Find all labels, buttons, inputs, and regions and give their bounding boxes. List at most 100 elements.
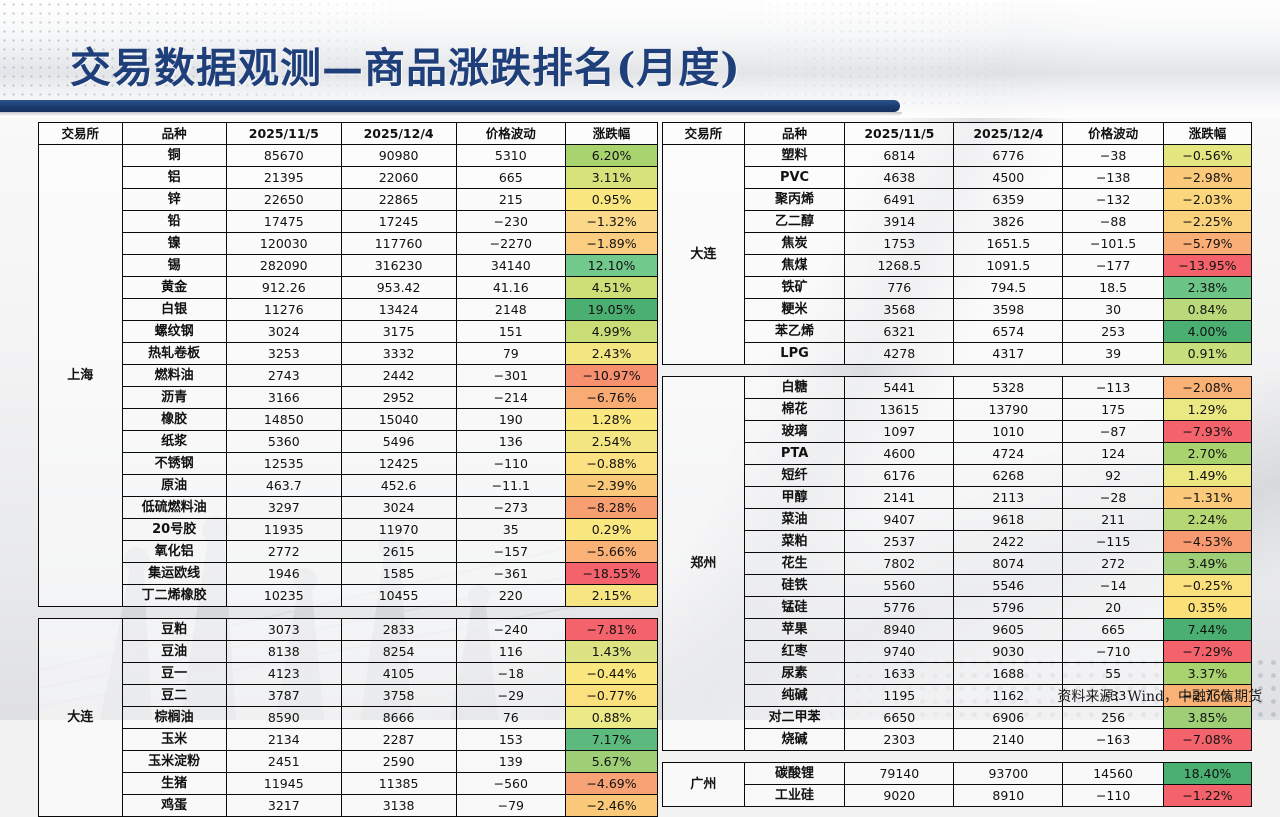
table-row[interactable]: 玉米 2134 2287 153 7.17% <box>39 728 658 751</box>
table-row[interactable]: 锰硅 5776 5796 20 0.35% <box>663 596 1253 619</box>
price-change-cell: 139 <box>455 750 567 773</box>
price-date1-cell: 1946 <box>225 562 342 585</box>
table-row[interactable]: 菜粕 2537 2422 −115 −4.53% <box>663 530 1253 553</box>
price-change-cell: −710 <box>1062 640 1164 663</box>
table-row[interactable]: 红枣 9740 9030 −710 −7.29% <box>663 640 1253 663</box>
group-spacer-row <box>39 607 658 619</box>
table-row[interactable]: 黄金 912.26 953.42 41.16 4.51% <box>39 276 658 299</box>
pct-change-cell: −1.31% <box>1162 486 1253 509</box>
table-row[interactable]: 花生 7802 8074 272 3.49% <box>663 552 1253 575</box>
pct-change-cell: 3.85% <box>1162 706 1253 729</box>
pct-change-cell: −5.79% <box>1162 232 1253 255</box>
price-change-cell: −101.5 <box>1062 232 1164 255</box>
price-date2-cell: 9030 <box>953 640 1064 663</box>
table-row[interactable]: 广州 碳酸锂 79140 93700 14560 18.40% <box>662 762 1253 807</box>
table-row[interactable]: 白银 11276 13424 2148 19.05% <box>39 298 658 321</box>
table-row[interactable]: 集运欧线 1946 1585 −361 −18.55% <box>39 562 658 585</box>
table-row[interactable]: 甲醇 2141 2113 −28 −1.31% <box>663 486 1253 509</box>
variety-name-cell: 焦炭 <box>743 232 846 255</box>
price-change-cell: 253 <box>1062 320 1164 343</box>
table-row[interactable]: LPG 4278 4317 39 0.91% <box>663 342 1253 365</box>
table-row[interactable]: 短纤 6176 6268 92 1.49% <box>663 464 1253 487</box>
variety-name-cell: 锰硅 <box>743 596 846 619</box>
table-row[interactable]: 铁矿 776 794.5 18.5 2.38% <box>663 276 1253 299</box>
pct-change-cell: 0.29% <box>565 518 658 541</box>
table-row[interactable]: PTA 4600 4724 124 2.70% <box>663 442 1253 465</box>
pct-change-cell: 1.29% <box>1162 398 1253 421</box>
table-row[interactable]: 乙二醇 3914 3826 −88 −2.25% <box>663 210 1253 233</box>
table-row[interactable]: 郑州 白糖 5441 5328 −113 −2.08% <box>662 376 1253 751</box>
table-row[interactable]: 橡胶 14850 15040 190 1.28% <box>39 408 658 431</box>
pct-change-cell: 2.43% <box>565 342 658 365</box>
table-row[interactable]: 焦煤 1268.5 1091.5 −177 −13.95% <box>663 254 1253 277</box>
pct-change-cell: 2.15% <box>565 584 658 607</box>
price-date2-cell: 1688 <box>953 662 1064 685</box>
table-row[interactable]: 豆一 4123 4105 −18 −0.44% <box>39 662 658 685</box>
table-row[interactable]: 不锈钢 12535 12425 −110 −0.88% <box>39 452 658 475</box>
table-row[interactable]: 棕榈油 8590 8666 76 0.88% <box>39 706 658 729</box>
table-row[interactable]: 硅铁 5560 5546 −14 −0.25% <box>663 574 1253 597</box>
table-row[interactable]: 豆二 3787 3758 −29 −0.77% <box>39 684 658 707</box>
table-row[interactable]: 锡 282090 316230 34140 12.10% <box>39 254 658 277</box>
price-change-cell: −361 <box>455 562 567 585</box>
price-date1-cell: 3253 <box>225 342 342 365</box>
pct-change-cell: 18.40% <box>1162 762 1253 785</box>
pct-change-cell: −10.97% <box>565 364 658 387</box>
variety-name-cell: 锌 <box>121 188 227 211</box>
table-row[interactable]: 大连 塑料 6814 6776 −38 −0.56% <box>662 144 1253 365</box>
variety-name-cell: 棉花 <box>743 398 846 421</box>
group-spacer-row <box>663 365 1252 377</box>
table-row[interactable]: 尿素 1633 1688 55 3.37% <box>663 662 1253 685</box>
table-row[interactable]: 燃料油 2743 2442 −301 −10.97% <box>39 364 658 387</box>
table-row[interactable]: 低硫燃料油 3297 3024 −273 −8.28% <box>39 496 658 519</box>
table-row[interactable]: 粳米 3568 3598 30 0.84% <box>663 298 1253 321</box>
price-date1-cell: 6176 <box>844 464 955 487</box>
table-row[interactable]: 铝 21395 22060 665 3.11% <box>39 166 658 189</box>
table-row[interactable]: 苯乙烯 6321 6574 253 4.00% <box>663 320 1253 343</box>
right-table-body: 大连 塑料 6814 6776 −38 −0.56% PVC 4638 4500 −138 −2.9… <box>662 144 1253 807</box>
table-row[interactable]: 聚丙烯 6491 6359 −132 −2.03% <box>663 188 1253 211</box>
table-row[interactable]: 沥青 3166 2952 −214 −6.76% <box>39 386 658 409</box>
table-row[interactable]: 对二甲苯 6650 6906 256 3.85% <box>663 706 1253 729</box>
table-row[interactable]: 锌 22650 22865 215 0.95% <box>39 188 658 211</box>
col-header-exchange: 交易所 <box>38 122 123 145</box>
table-row[interactable]: 玻璃 1097 1010 −87 −7.93% <box>663 420 1253 443</box>
variety-name-cell: LPG <box>743 342 846 365</box>
price-date1-cell: 3024 <box>225 320 342 343</box>
table-row[interactable]: PVC 4638 4500 −138 −2.98% <box>663 166 1253 189</box>
price-change-cell: −115 <box>1062 530 1164 553</box>
pct-change-cell: −4.69% <box>565 772 658 795</box>
table-row[interactable]: 纯碱 1195 1162 −33 −2.76% <box>663 684 1253 707</box>
price-date1-cell: 8138 <box>225 640 342 663</box>
price-date2-cell: 452.6 <box>340 474 457 497</box>
pct-change-cell: 0.35% <box>1162 596 1253 619</box>
table-row[interactable]: 镍 120030 117760 −2270 −1.89% <box>39 232 658 255</box>
table-row[interactable]: 苹果 8940 9605 665 7.44% <box>663 618 1253 641</box>
table-row[interactable]: 菜油 9407 9618 211 2.24% <box>663 508 1253 531</box>
table-row[interactable]: 纸浆 5360 5496 136 2.54% <box>39 430 658 453</box>
table-row[interactable]: 棉花 13615 13790 175 1.29% <box>663 398 1253 421</box>
price-change-cell: −33 <box>1062 684 1164 707</box>
table-row[interactable]: 焦炭 1753 1651.5 −101.5 −5.79% <box>663 232 1253 255</box>
col-header-date2: 2025/12/4 <box>340 122 457 145</box>
table-row[interactable]: 螺纹钢 3024 3175 151 4.99% <box>39 320 658 343</box>
price-date2-cell: 4500 <box>953 166 1064 189</box>
table-row[interactable]: 烧碱 2303 2140 −163 −7.08% <box>663 728 1253 751</box>
table-row[interactable]: 20号胶 11935 11970 35 0.29% <box>39 518 658 541</box>
table-row[interactable]: 丁二烯橡胶 10235 10455 220 2.15% <box>39 584 658 607</box>
table-row[interactable]: 大连 豆粕 3073 2833 −240 −7.81% <box>38 618 658 817</box>
table-row[interactable]: 原油 463.7 452.6 −11.1 −2.39% <box>39 474 658 497</box>
pct-change-cell: −1.89% <box>565 232 658 255</box>
col-header-price-change: 价格波动 <box>455 122 567 145</box>
table-row[interactable]: 工业硅 9020 8910 −110 −1.22% <box>663 784 1253 807</box>
price-date1-cell: 2743 <box>225 364 342 387</box>
table-row[interactable]: 豆油 8138 8254 116 1.43% <box>39 640 658 663</box>
table-row[interactable]: 铅 17475 17245 −230 −1.32% <box>39 210 658 233</box>
table-row[interactable]: 热轧卷板 3253 3332 79 2.43% <box>39 342 658 365</box>
table-row[interactable]: 氧化铝 2772 2615 −157 −5.66% <box>39 540 658 563</box>
table-row[interactable]: 鸡蛋 3217 3138 −79 −2.46% <box>39 794 658 817</box>
table-row[interactable]: 上海铜 85670 90980 5310 6.20% <box>38 144 658 607</box>
table-row[interactable]: 玉米淀粉 2451 2590 139 5.67% <box>39 750 658 773</box>
variety-name-cell: 粳米 <box>743 298 846 321</box>
table-row[interactable]: 生猪 11945 11385 −560 −4.69% <box>39 772 658 795</box>
